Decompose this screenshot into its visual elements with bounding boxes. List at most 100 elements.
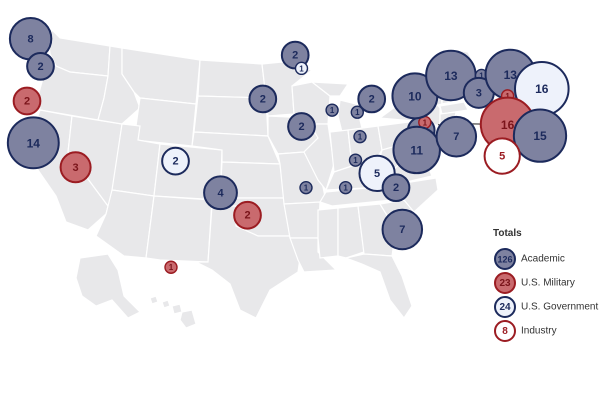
- academic-bubble-label: 7: [453, 131, 459, 143]
- government-bubble-label: 2: [172, 156, 178, 168]
- academic-bubble: [348, 153, 363, 167]
- military-bubble: [12, 86, 42, 116]
- legend-government-total: 24: [499, 302, 511, 313]
- government-marker: 1: [294, 61, 309, 76]
- academic-marker: 7: [435, 115, 478, 158]
- government-marker: 2: [161, 146, 190, 176]
- military-bubble-label: 1: [423, 118, 428, 127]
- state-illinois: [303, 123, 335, 192]
- legend-military-label: U.S. Military: [521, 278, 575, 289]
- academic-bubble-label: 8: [28, 33, 34, 45]
- academic-bubble-label: 1: [355, 108, 360, 117]
- legend-government-label: U.S. Government: [521, 302, 598, 313]
- state-mississippi: [317, 207, 339, 259]
- state-massachusetts: [439, 101, 469, 115]
- academic-marker: 1: [338, 180, 353, 195]
- military-bubble: [164, 260, 178, 274]
- military-marker: 2: [12, 86, 42, 116]
- academic-bubble: [512, 108, 568, 163]
- academic-bubble-label: 4: [217, 187, 224, 199]
- academic-bubble-label: 3: [476, 87, 482, 99]
- state-texas: [195, 205, 301, 319]
- academic-bubble-label: 2: [292, 50, 298, 62]
- government-bubble: [294, 61, 309, 76]
- academic-bubble: [435, 115, 478, 158]
- academic-bubble: [299, 180, 313, 195]
- academic-bubble: [248, 84, 278, 114]
- military-bubble: [59, 151, 92, 184]
- academic-marker: 1: [348, 153, 363, 167]
- legend-industry-label: Industry: [521, 326, 557, 337]
- legend-title: Totals: [493, 228, 522, 239]
- academic-bubble-label: 1: [353, 156, 358, 165]
- state-hawaii: [149, 295, 197, 329]
- state-arkansas: [283, 201, 321, 239]
- academic-bubble: [26, 51, 55, 81]
- academic-marker: 11: [392, 125, 441, 175]
- state-florida: [343, 253, 413, 320]
- legend: Totals 126 Academic 23 U.S. Military 24 U.S. …: [493, 228, 598, 342]
- academic-bubble-label: 1: [343, 184, 348, 193]
- state-new-mexico: [145, 195, 213, 263]
- academic-marker: 2: [287, 112, 316, 141]
- academic-bubble-label: 13: [504, 68, 518, 82]
- legend-government-swatch: [494, 296, 516, 318]
- military-marker: 3: [59, 151, 92, 184]
- academic-marker: 2: [248, 84, 278, 114]
- military-bubble-label: 3: [73, 162, 79, 174]
- academic-marker: 1: [353, 129, 367, 144]
- military-marker: 1: [164, 260, 178, 274]
- academic-bubble-label: 1: [330, 106, 335, 115]
- academic-bubble-label: 2: [393, 182, 399, 194]
- academic-bubble-label: 1: [304, 184, 309, 193]
- academic-bubble: [350, 105, 364, 119]
- academic-marker: 2: [381, 173, 411, 203]
- academic-bubble: [353, 129, 367, 144]
- state-wyoming: [133, 97, 197, 147]
- academic-marker: 1: [350, 105, 364, 119]
- industry-bubble-label: 5: [499, 151, 505, 163]
- military-bubble-label: 16: [501, 118, 515, 132]
- government-bubble-label: 16: [535, 82, 549, 96]
- military-bubble-label: 1: [505, 92, 510, 101]
- academic-bubble-label: 2: [298, 121, 304, 133]
- academic-marker: 1: [299, 180, 313, 195]
- military-bubble-label: 2: [24, 95, 30, 107]
- academic-marker: 14: [6, 116, 60, 170]
- state-alaska: [75, 253, 142, 319]
- academic-bubble: [203, 175, 238, 211]
- academic-bubble-label: 11: [410, 143, 423, 157]
- military-marker: 2: [233, 200, 262, 230]
- academic-bubble-label: 10: [408, 89, 422, 103]
- academic-bubble-label: 2: [369, 93, 375, 105]
- academic-marker: 4: [203, 175, 238, 211]
- legend-academic-swatch: [494, 248, 516, 270]
- academic-bubble: [325, 103, 339, 117]
- academic-bubble-label: 1: [479, 71, 484, 80]
- academic-bubble-label: 7: [399, 224, 405, 236]
- academic-marker: 2: [26, 51, 55, 81]
- academic-bubble-label: 15: [533, 129, 547, 143]
- legend-academic-label: Academic: [521, 254, 565, 265]
- military-bubble-label: 2: [244, 210, 250, 222]
- state-alabama: [337, 205, 365, 259]
- academic-bubble: [381, 173, 411, 203]
- academic-bubble-label: 2: [260, 93, 266, 105]
- academic-bubble: [357, 84, 387, 114]
- academic-bubble: [6, 116, 60, 170]
- military-bubble: [233, 200, 262, 230]
- government-bubble: [161, 146, 190, 176]
- government-bubble-label: 1: [299, 64, 304, 73]
- government-bubble-label: 5: [374, 168, 380, 180]
- industry-marker: 5: [483, 137, 521, 175]
- academic-bubble: [338, 180, 353, 195]
- academic-bubble: [392, 125, 441, 175]
- legend-industry-total: 8: [502, 326, 508, 337]
- military-bubble-label: 1: [169, 263, 174, 272]
- academic-marker: 7: [381, 208, 424, 251]
- academic-bubble: [381, 208, 424, 251]
- academic-bubble-label: 2: [37, 61, 43, 73]
- legend-academic-total: 126: [497, 255, 512, 265]
